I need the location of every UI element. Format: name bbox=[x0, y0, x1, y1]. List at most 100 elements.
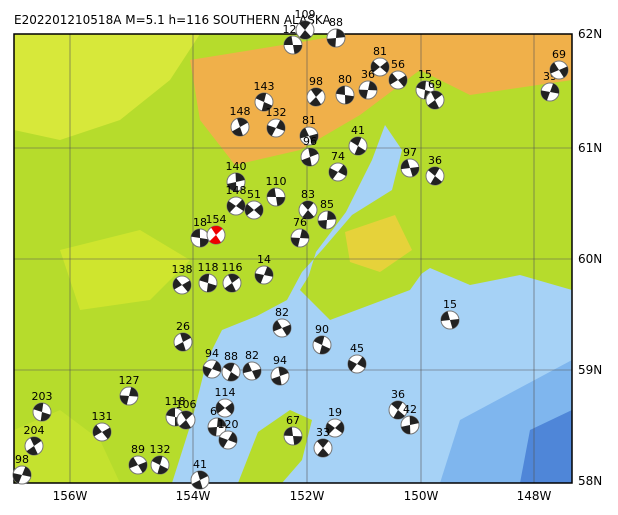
beachball-quadrant bbox=[284, 427, 293, 436]
beachball-quadrant bbox=[309, 133, 318, 145]
focal-mechanism: 131 bbox=[92, 410, 113, 442]
depth-label: 109 bbox=[295, 8, 316, 21]
depth-label: 36 bbox=[391, 388, 405, 401]
beachball-quadrant bbox=[350, 137, 362, 146]
beachball-quadrant bbox=[225, 402, 234, 415]
beachball-quadrant bbox=[380, 61, 390, 73]
beachball-quadrant bbox=[284, 36, 293, 45]
focal-mechanism: 36 bbox=[358, 68, 378, 100]
depth-label: 45 bbox=[350, 342, 364, 355]
focal-mechanism: 97 bbox=[400, 146, 420, 178]
beachball-quadrant bbox=[245, 203, 254, 216]
focal-mechanism: 69 bbox=[549, 48, 569, 80]
beachball-quadrant bbox=[175, 342, 186, 352]
beachball-quadrant bbox=[267, 125, 276, 136]
beachball-quadrant bbox=[254, 204, 263, 217]
beachball-quadrant bbox=[181, 411, 193, 420]
beachball-quadrant bbox=[293, 436, 302, 445]
focal-mechanism: 96 bbox=[300, 135, 320, 167]
focal-mechanism: 88 bbox=[221, 350, 241, 382]
depth-label: 96 bbox=[303, 135, 317, 148]
focal-mechanism: 36 bbox=[425, 154, 445, 186]
depth-label: 138 bbox=[172, 263, 193, 276]
depth-label: 203 bbox=[32, 390, 53, 403]
beachball-quadrant bbox=[550, 83, 559, 94]
beachball-quadrant bbox=[278, 367, 289, 376]
depth-label: 118 bbox=[165, 395, 186, 408]
depth-label: 131 bbox=[92, 410, 113, 423]
focal-mechanism: 82 bbox=[242, 349, 262, 381]
beachball-quadrant bbox=[206, 283, 217, 292]
beachball-quadrant bbox=[232, 127, 243, 137]
depth-label: 143 bbox=[254, 80, 275, 93]
beachball-quadrant bbox=[199, 274, 210, 283]
beachball-quadrant bbox=[157, 465, 169, 474]
beachball-quadrant bbox=[228, 274, 240, 283]
depth-label: 82 bbox=[275, 306, 289, 319]
depth-label: 114 bbox=[215, 386, 236, 399]
focal-mechanism: 15 bbox=[440, 298, 460, 330]
beachball-quadrant bbox=[550, 62, 559, 74]
beachball-quadrant bbox=[317, 448, 329, 457]
focal-mechanism: 67 bbox=[283, 414, 303, 446]
terrain bbox=[14, 34, 572, 483]
lat-label: 60N bbox=[578, 252, 602, 266]
focal-mechanism: 41 bbox=[190, 458, 210, 490]
lon-label: 154W bbox=[176, 489, 211, 503]
beachball-quadrant bbox=[180, 333, 191, 342]
beachball-quadrant bbox=[219, 436, 228, 448]
focal-mechanism: 116 bbox=[222, 261, 243, 293]
focal-mechanism: 110 bbox=[266, 175, 287, 207]
focal-mechanism: 45 bbox=[347, 342, 367, 374]
focal-mechanism: 148 bbox=[226, 184, 247, 216]
beachball-quadrant bbox=[338, 164, 348, 176]
focal-mechanism: 114 bbox=[215, 386, 236, 418]
depth-label: 204 bbox=[24, 424, 45, 437]
beachball-quadrant bbox=[236, 199, 245, 212]
focal-mechanism: 143 bbox=[254, 80, 275, 112]
beachball-quadrant bbox=[242, 362, 252, 374]
focal-mechanism: 138 bbox=[172, 263, 193, 295]
focal-mechanism: 85 bbox=[317, 198, 337, 230]
depth-label: 14 bbox=[257, 253, 271, 266]
lat-label: 59N bbox=[578, 363, 602, 377]
lat-label: 62N bbox=[578, 27, 602, 41]
beachball-quadrant bbox=[228, 432, 238, 444]
beachball-quadrant bbox=[401, 425, 411, 434]
beachball-quadrant bbox=[310, 88, 323, 97]
beachball-quadrant bbox=[389, 73, 398, 85]
focal-mechanism: 120 bbox=[218, 418, 239, 450]
focal-mechanism: 89 bbox=[128, 443, 148, 475]
depth-label: 80 bbox=[338, 73, 352, 86]
beachball-quadrant bbox=[430, 176, 442, 186]
focal-mechanism: 140 bbox=[226, 160, 247, 192]
focal-mechanism: 83 bbox=[298, 188, 318, 220]
lat-label: 58N bbox=[578, 474, 602, 488]
beachball-quadrant bbox=[430, 91, 443, 100]
depth-label: 81 bbox=[302, 114, 316, 127]
beachball-quadrant bbox=[191, 229, 200, 238]
focal-mechanism: 14 bbox=[254, 253, 274, 285]
beachball-quadrant bbox=[129, 457, 138, 469]
beachball-quadrant bbox=[329, 168, 338, 180]
beachball-quadrant bbox=[255, 93, 267, 102]
focal-mechanism: 42 bbox=[400, 403, 420, 435]
beachball-quadrant bbox=[227, 200, 236, 213]
beachball-quadrant bbox=[120, 395, 129, 405]
beachball-quadrant bbox=[276, 120, 285, 131]
lon-label: 156W bbox=[53, 489, 88, 503]
beachball-quadrant bbox=[427, 100, 440, 109]
beachball-quadrant bbox=[313, 336, 325, 345]
depth-label: 88 bbox=[329, 16, 343, 29]
beachball-quadrant bbox=[309, 97, 322, 106]
depth-label: 118 bbox=[198, 261, 219, 274]
depth-label: 82 bbox=[245, 349, 259, 362]
beachball-quadrant bbox=[391, 400, 403, 410]
beachball-quadrant bbox=[197, 471, 209, 480]
depth-label: 81 bbox=[373, 45, 387, 58]
focal-mechanism: 81 bbox=[370, 45, 390, 77]
depth-label: 106 bbox=[176, 398, 197, 411]
beachball-quadrant bbox=[298, 21, 311, 30]
beachball-quadrant bbox=[308, 148, 319, 157]
depth-label: 76 bbox=[293, 216, 307, 229]
